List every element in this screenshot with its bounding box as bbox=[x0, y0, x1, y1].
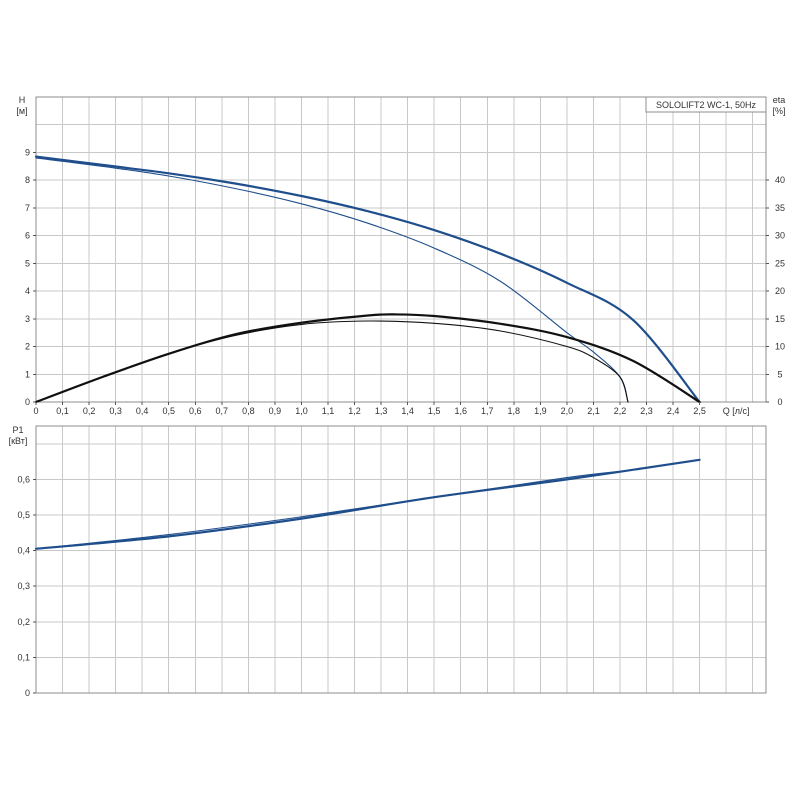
p1-tick-label: 0,3 bbox=[17, 581, 30, 591]
p1-axis-title: P1 bbox=[12, 425, 23, 435]
top-chart-grid bbox=[35, 96, 767, 403]
y-left-tick-label: 6 bbox=[25, 231, 30, 241]
x-tick-label: 2,4 bbox=[667, 406, 680, 416]
p1-tick-label: 0 bbox=[25, 688, 30, 698]
x-tick-label: 2,3 bbox=[640, 406, 653, 416]
top-chart-curves bbox=[34, 155, 701, 404]
y-right-tick-label: 20 bbox=[775, 286, 785, 296]
y-right-tick-label: 40 bbox=[775, 175, 785, 185]
p1-tick-label: 0,6 bbox=[17, 474, 30, 484]
x-tick-label: 1,2 bbox=[348, 406, 361, 416]
axis-labels: 0 0,1 0,2 0,3 0,4 0,5 0,6 0,7 0,8 0,9 1,0 1,1 1,2 1,3… bbox=[9, 95, 786, 698]
x-tick-label: 0,2 bbox=[83, 406, 96, 416]
y-right-tick-label: 0 bbox=[777, 397, 782, 407]
y-right-tick-label: 10 bbox=[775, 342, 785, 352]
power-curve-0 bbox=[34, 458, 701, 550]
x-tick-label: 2,0 bbox=[561, 406, 574, 416]
x-tick-label: 1,6 bbox=[454, 406, 467, 416]
x-tick-label: 2,2 bbox=[614, 406, 627, 416]
chart-title-box bbox=[645, 96, 767, 113]
p1-tick-label: 0,4 bbox=[17, 546, 30, 556]
y-right-tick-label: 5 bbox=[777, 369, 782, 379]
x-tick-label: 1,1 bbox=[322, 406, 335, 416]
x-tick-label: 0 bbox=[33, 406, 38, 416]
y-left-tick-label: 7 bbox=[25, 203, 30, 213]
x-tick-label: 0,4 bbox=[136, 406, 149, 416]
p1-axis-unit: [кВт] bbox=[9, 436, 28, 446]
x-tick-label: 0,3 bbox=[109, 406, 122, 416]
y-left-tick-label: 2 bbox=[25, 342, 30, 352]
power-curve-1 bbox=[35, 469, 629, 550]
y-right-tick-label: 15 bbox=[775, 314, 785, 324]
y-left-tick-label: 1 bbox=[25, 369, 30, 379]
bottom-chart-grid bbox=[35, 425, 767, 694]
y-left-tick-label: 8 bbox=[25, 175, 30, 185]
p1-tick-label: 0,2 bbox=[17, 617, 30, 627]
x-tick-label: 1,5 bbox=[428, 406, 441, 416]
head-curve-0 bbox=[34, 155, 701, 404]
efficiency-curve-3 bbox=[35, 320, 629, 403]
y-left-axis-title: H bbox=[19, 95, 26, 105]
x-tick-label: 2,1 bbox=[587, 406, 600, 416]
top-chart-frame bbox=[35, 96, 767, 403]
y-left-tick-label: 9 bbox=[25, 147, 30, 157]
x-tick-label: 0,5 bbox=[162, 406, 175, 416]
x-tick-label: 0,7 bbox=[216, 406, 229, 416]
x-tick-label: 1,4 bbox=[401, 406, 414, 416]
y-right-tick-label: 25 bbox=[775, 258, 785, 268]
x-tick-label: 1,9 bbox=[534, 406, 547, 416]
x-tick-label: 0,1 bbox=[56, 406, 69, 416]
y-right-tick-label: 35 bbox=[775, 203, 785, 213]
y-right-tick-label: 30 bbox=[775, 231, 785, 241]
y-right-axis-title: eta bbox=[773, 95, 786, 105]
x-tick-label: 0,8 bbox=[242, 406, 255, 416]
x-tick-label: 1,3 bbox=[375, 406, 388, 416]
x-tick-label: 1,7 bbox=[481, 406, 494, 416]
y-left-tick-label: 0 bbox=[25, 397, 30, 407]
chart-title: SOLOLIFT2 WC-1, 50Hz bbox=[656, 100, 757, 110]
x-tick-label: 1,8 bbox=[508, 406, 521, 416]
p1-tick-label: 0,1 bbox=[17, 652, 30, 662]
p1-tick-label: 0,5 bbox=[17, 510, 30, 520]
y-right-axis-unit: [%] bbox=[772, 106, 785, 116]
x-axis-label: Q [л/с] bbox=[723, 406, 750, 416]
bottom-chart-frame bbox=[35, 425, 767, 694]
y-left-tick-label: 4 bbox=[25, 286, 30, 296]
head-curve-1 bbox=[35, 157, 629, 403]
x-tick-label: 0,9 bbox=[269, 406, 282, 416]
x-tick-label: 0,6 bbox=[189, 406, 202, 416]
y-left-tick-label: 5 bbox=[25, 258, 30, 268]
y-left-axis-unit: [м] bbox=[16, 106, 27, 116]
y-left-tick-label: 3 bbox=[25, 314, 30, 324]
bottom-chart-curves bbox=[34, 458, 701, 550]
x-tick-label: 1,0 bbox=[295, 406, 308, 416]
x-tick-label: 2,5 bbox=[693, 406, 706, 416]
